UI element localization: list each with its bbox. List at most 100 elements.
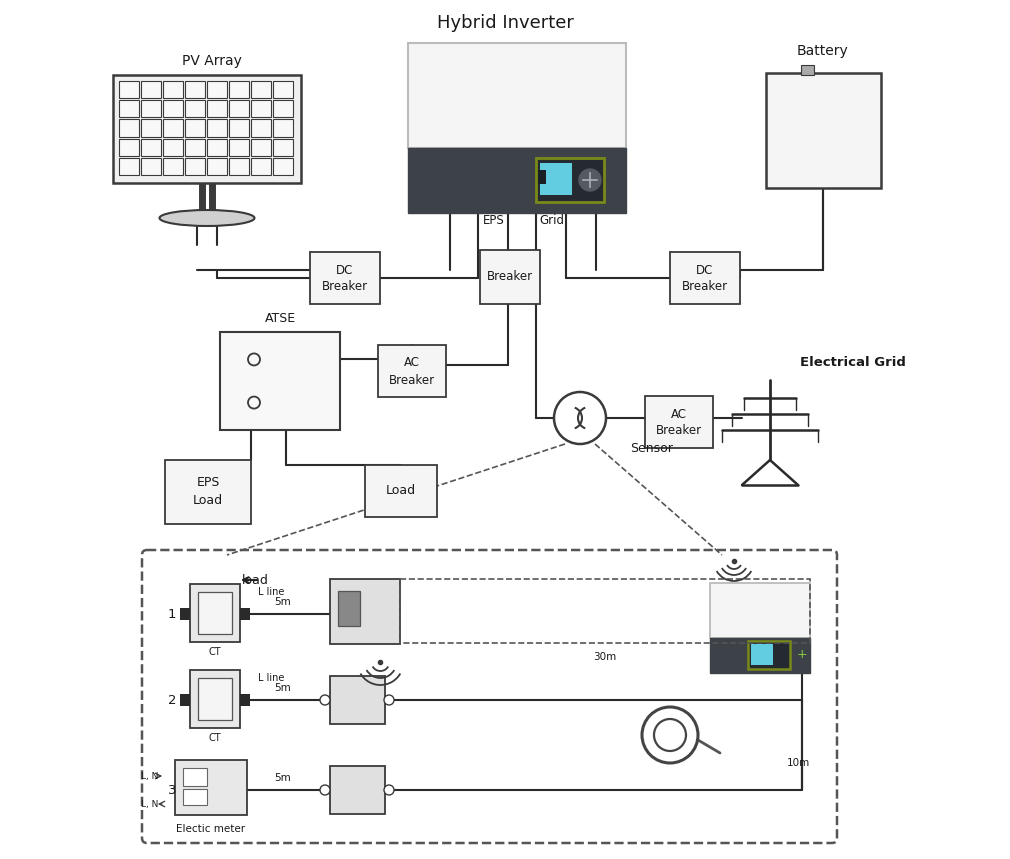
Text: 3: 3 [168,783,177,796]
Text: Breaker: Breaker [655,424,702,437]
Text: Breaker: Breaker [487,271,533,283]
Bar [141,101,161,118]
Text: EPS: EPS [196,477,220,490]
Text: ATSE: ATSE [265,312,296,325]
Bar [229,81,249,98]
Text: Battery: Battery [797,44,848,58]
Bar [748,641,790,669]
Bar [400,579,810,643]
Bar [645,396,713,448]
Bar [185,119,205,137]
Bar [141,119,161,137]
Bar [251,101,271,118]
Text: 2: 2 [168,693,177,706]
Bar [207,101,227,118]
Bar [273,119,293,137]
Bar [119,81,139,98]
Text: PV Array: PV Array [182,54,242,68]
Bar [207,81,227,98]
Bar [119,101,139,118]
Text: Load: Load [193,495,223,508]
Bar [163,158,183,175]
Bar [710,583,810,638]
Text: AC: AC [404,356,420,369]
Bar [180,608,190,620]
Bar [198,678,232,720]
Bar [185,101,205,118]
Bar [198,592,232,634]
Bar [119,158,139,175]
Text: L line: L line [258,673,285,683]
Text: Sensor: Sensor [630,442,673,454]
Text: Hybrid Inverter: Hybrid Inverter [436,14,574,32]
Text: 5m: 5m [275,683,291,693]
Text: CT: CT [209,647,221,657]
Text: L line: L line [258,587,285,597]
Bar [251,138,271,155]
Bar [273,158,293,175]
Text: Grid: Grid [539,215,564,228]
Bar [273,81,293,98]
Bar [408,148,626,213]
Text: L, N: L, N [140,771,158,781]
Text: Breaker: Breaker [682,281,728,294]
Text: +: + [797,649,807,661]
Bar [229,158,249,175]
Bar [240,694,250,706]
Bar [141,81,161,98]
Text: DC: DC [336,264,354,277]
Text: Breaker: Breaker [389,374,435,387]
Bar [165,460,251,524]
Bar [119,119,139,137]
Bar [163,101,183,118]
Bar [207,119,227,137]
Bar [141,138,161,155]
Bar [229,138,249,155]
Bar [251,119,271,137]
Bar [330,766,385,814]
Bar [408,43,626,148]
Bar [330,579,400,644]
Bar [207,138,227,155]
Bar [766,73,881,188]
Text: L, N: L, N [140,800,158,808]
Bar [670,252,740,304]
Bar [185,138,205,155]
Text: load: load [242,574,269,587]
Bar [163,138,183,155]
Text: Load: Load [386,484,416,497]
Ellipse shape [160,210,255,226]
Bar [251,158,271,175]
Bar [365,465,437,517]
Bar [163,81,183,98]
Text: Electrical Grid: Electrical Grid [800,356,906,369]
Bar [119,138,139,155]
Circle shape [384,695,394,705]
Text: EPS: EPS [483,215,505,228]
Bar [207,158,227,175]
Bar [163,119,183,137]
Text: Electic meter: Electic meter [177,824,245,834]
Bar [273,101,293,118]
Text: 30m: 30m [594,652,617,662]
Bar [240,608,250,620]
Text: 5m: 5m [275,773,291,783]
Circle shape [579,169,601,191]
Bar [801,65,814,75]
Bar [180,694,190,706]
Bar [310,252,380,304]
Text: Breaker: Breaker [322,281,368,294]
Bar [538,170,546,184]
Bar [229,101,249,118]
Text: CT: CT [209,733,221,743]
Bar [378,345,446,397]
Bar [480,250,540,304]
Bar [751,644,773,665]
Bar [185,158,205,175]
Bar [273,138,293,155]
Text: AC: AC [671,407,687,421]
Bar [540,163,572,195]
Bar [175,760,247,815]
Bar [536,158,604,202]
Text: DC: DC [696,264,714,277]
